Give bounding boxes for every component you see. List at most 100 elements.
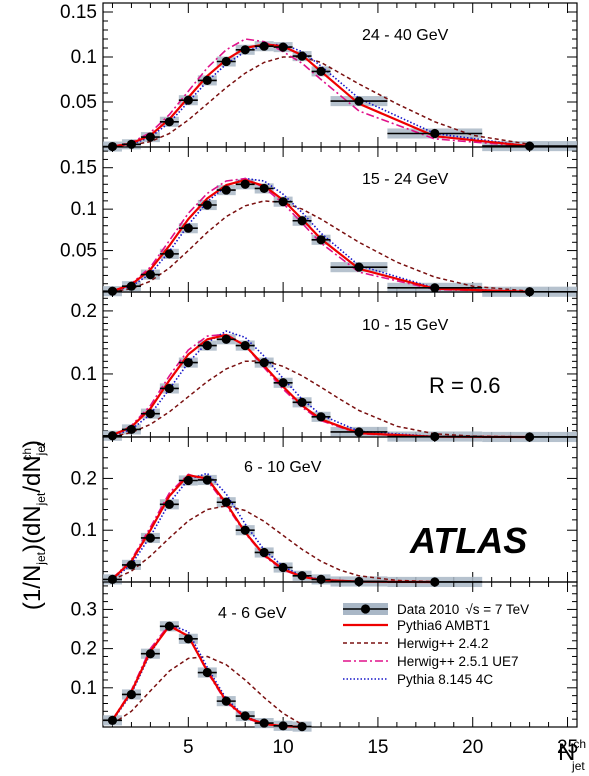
data-point xyxy=(221,696,231,706)
data-point xyxy=(259,718,269,728)
data-point xyxy=(278,42,288,52)
data-point xyxy=(354,427,364,437)
x-tick-label: 10 xyxy=(273,737,294,758)
data-point xyxy=(316,66,326,76)
x-tick-label: 5 xyxy=(183,737,194,758)
herwig242-line xyxy=(112,505,435,583)
herwig251-line xyxy=(112,177,530,293)
y-tick-label: 0.3 xyxy=(71,599,97,620)
data-point xyxy=(202,200,212,210)
herwig242-line xyxy=(112,200,530,293)
y-tick-label: 0.15 xyxy=(60,2,97,23)
legend-entry: Herwig++ 2.4.2 xyxy=(343,636,489,651)
legend-label: Herwig++ 2.5.1 UE7 xyxy=(397,654,519,669)
data-point xyxy=(240,525,250,535)
data-point xyxy=(259,358,269,368)
panel-title: 4 - 6 GeV xyxy=(218,605,287,622)
data-point xyxy=(316,412,326,422)
pythia8-line xyxy=(111,623,303,728)
data-point xyxy=(145,409,155,419)
data-point xyxy=(354,262,364,272)
data-point xyxy=(297,397,307,407)
data-point xyxy=(278,562,288,573)
data-point xyxy=(107,286,118,296)
panel-3: 0.1 0.2 10 - 15 GeV xyxy=(71,291,578,443)
data-point xyxy=(221,334,231,344)
data-point xyxy=(183,95,193,105)
data-point xyxy=(183,475,193,486)
data-point xyxy=(107,431,118,441)
panel-title: 6 - 10 GeV xyxy=(244,459,322,476)
legend-label: Herwig++ 2.4.2 xyxy=(397,636,489,651)
y-tick-label: 0.1 xyxy=(71,678,97,699)
data-point xyxy=(145,270,155,280)
panel-4: 0.1 0.2 6 - 10 GeV xyxy=(71,436,578,588)
data-point xyxy=(126,560,137,570)
x-axis-label: Nch jet xyxy=(558,737,586,773)
panel-frame xyxy=(102,291,578,438)
data-point xyxy=(164,621,174,631)
herwig242-line xyxy=(112,56,530,148)
data-point xyxy=(145,132,155,142)
data-point xyxy=(164,499,174,509)
data-point xyxy=(259,183,269,194)
data-point xyxy=(221,56,231,67)
data-point xyxy=(202,475,212,485)
panel-5: 0.1 0.2 0.3 4 - 6 GeV xyxy=(71,581,578,732)
data-point xyxy=(430,128,440,139)
data-point xyxy=(221,497,231,507)
y-tick-label: 0.1 xyxy=(71,199,97,220)
data-point xyxy=(164,383,174,394)
data-point xyxy=(183,634,193,644)
data-point xyxy=(278,197,288,207)
legend-label: Pythia 8.145 4C xyxy=(397,672,493,687)
data-point xyxy=(107,715,118,725)
data-point xyxy=(126,689,137,700)
legend-energy: √s = 7 TeV xyxy=(465,602,529,617)
legend-entry: Herwig++ 2.5.1 UE7 xyxy=(343,654,519,669)
data-point xyxy=(430,283,440,293)
y-tick-label: 0.05 xyxy=(60,241,97,262)
panel-title: 24 - 40 GeV xyxy=(362,27,449,44)
data-point xyxy=(259,547,269,558)
y-axis-label: (1/Njet)(dNjet/dNjetch) xyxy=(19,440,48,610)
data-point xyxy=(145,649,155,659)
data-point xyxy=(259,41,269,51)
data-point xyxy=(297,722,307,732)
data-point xyxy=(278,378,288,388)
y-tick-label: 0.15 xyxy=(60,158,97,179)
data-point xyxy=(316,235,326,245)
data-point xyxy=(183,358,193,368)
legend-entry: Pythia 8.145 4C xyxy=(343,672,493,687)
panel-1: 0.05 0.1 0.15 24 - 40 GeV xyxy=(60,2,578,152)
y-tick-label: 0.1 xyxy=(71,364,97,385)
legend-entry: Data 2010 √s = 7 TeV xyxy=(343,602,529,617)
x-tick-label: 20 xyxy=(462,737,483,758)
data-point xyxy=(240,179,250,189)
data-point xyxy=(202,340,212,351)
data-point xyxy=(221,185,231,195)
data-point xyxy=(145,533,155,543)
y-tick-label: 0.1 xyxy=(71,520,97,541)
data-point xyxy=(126,281,137,291)
data-point xyxy=(354,96,364,106)
herwig242-line xyxy=(112,655,303,726)
data-point xyxy=(297,571,307,581)
legend-entry: Pythia6 AMBT1 xyxy=(343,618,490,633)
panel-title: 10 - 15 GeV xyxy=(362,317,449,334)
panel-2: 0.05 0.1 0.15 15 - 24 GeV xyxy=(60,146,578,297)
y-tick-label: 0.1 xyxy=(71,47,97,68)
legend-label: Data 2010 √s = 7 TeV xyxy=(397,602,529,617)
legend-marker xyxy=(360,604,371,614)
x-tick-label: 15 xyxy=(367,737,388,758)
data-point xyxy=(164,117,174,127)
panel-title: 15 - 24 GeV xyxy=(362,171,449,188)
data-point xyxy=(525,141,535,151)
y-tick-label: 0.05 xyxy=(60,92,97,113)
experiment-label: ATLAS xyxy=(409,520,527,561)
y-tick-label: 0.2 xyxy=(71,468,97,489)
data-point xyxy=(202,75,212,85)
